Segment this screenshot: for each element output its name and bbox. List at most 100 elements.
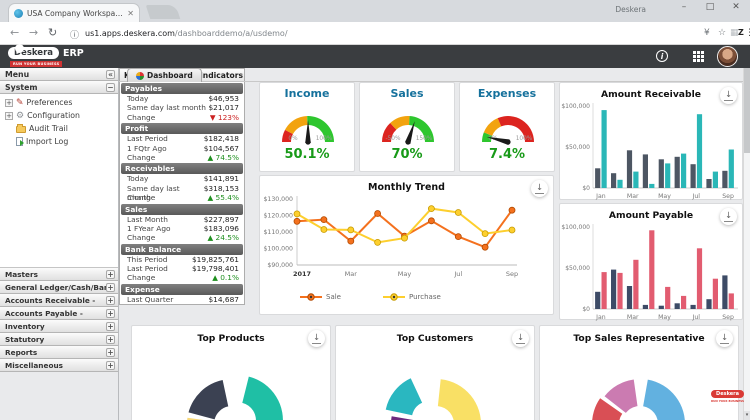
download-icon[interactable]: ↓ [531, 180, 548, 197]
help-info-icon[interactable]: i [656, 50, 668, 62]
sidebar-section-inventory[interactable]: Inventory + [0, 320, 118, 333]
svg-text:150%: 150% [416, 136, 433, 142]
kpi-change-row: Change ▲ 74.5% [120, 153, 244, 162]
dashboard-tab-icon [136, 71, 144, 80]
svg-text:$100,000: $100,000 [561, 103, 590, 110]
deskera-logo: Deskera ERP [8, 44, 84, 59]
content-scrollbar: ▾ [743, 68, 750, 420]
kpi-label: Change [127, 193, 156, 203]
download-icon[interactable]: ↓ [716, 330, 733, 347]
amount-receivable-card: Amount Receivable ↓ $0 $50,000 $100,000 Jan… [559, 82, 743, 200]
kpi-change-value: ▲ 0.1% [212, 273, 239, 283]
download-icon[interactable]: ↓ [512, 330, 529, 347]
sidebar-item-preferences[interactable]: + ✎ Preferences [0, 96, 118, 109]
user-avatar[interactable] [717, 46, 738, 67]
svg-text:May: May [658, 193, 671, 200]
sidebar-item-import-log[interactable]: Import Log [0, 135, 118, 148]
sidebar-section-statutory[interactable]: Statutory + [0, 333, 118, 346]
download-icon[interactable]: ↓ [720, 208, 737, 225]
svg-text:May: May [658, 314, 671, 321]
forward-icon[interactable]: → [29, 26, 39, 39]
kpi-change-value: ▼ 123% [209, 112, 239, 122]
window-minimize-button[interactable]: – [681, 2, 687, 12]
kpi-value: $19,825,761 [191, 254, 239, 264]
expand-icon[interactable]: + [106, 270, 115, 279]
browser-menu-icon[interactable]: ⋮ [745, 28, 750, 38]
download-icon[interactable]: ↓ [308, 330, 325, 347]
reload-icon[interactable]: ↻ [48, 26, 58, 39]
svg-text:0%: 0% [288, 136, 298, 142]
kpi-change-value: ▲ 55.4% [207, 193, 239, 203]
app-grid-icon[interactable] [693, 51, 696, 54]
amount-payable-title: Amount Payable [608, 210, 694, 221]
kpi-change-row: Change ▲ 0.1% [120, 273, 244, 282]
expand-icon[interactable]: + [106, 283, 115, 292]
income-gauge-value: 50.1% [284, 147, 330, 162]
svg-text:2017: 2017 [293, 270, 311, 278]
legend-item-sale[interactable]: Sale [300, 293, 341, 301]
expand-icon[interactable]: + [106, 335, 115, 344]
kpi-value: $182,418 [203, 134, 239, 144]
sidebar-section-miscellaneous[interactable]: Miscellaneous + [0, 359, 118, 372]
top-products-card: Top Products ↓ [131, 325, 331, 420]
tab-dashboard[interactable]: Dashboard [127, 68, 202, 82]
bookmark-star-icon[interactable]: ☆ [718, 28, 727, 38]
translate-icon[interactable]: ¥ [704, 28, 710, 38]
kpi-group-header: Profit [121, 123, 243, 135]
window-maximize-button[interactable]: □ [705, 2, 715, 12]
window-close-button[interactable]: ✕ [732, 2, 740, 12]
kpi-row: Same day last month $318,153 [120, 184, 244, 203]
kpi-value: $227,897 [203, 214, 239, 224]
main-content: Dashboard Key Performance Indicators Pay… [119, 68, 750, 420]
sidebar-section-accounts-payable-purchases[interactable]: Accounts Payable - Purchases+ [0, 307, 118, 331]
top-sales-representative-title: Top Sales Representative [573, 333, 705, 344]
kpi-change-row: Change ▲ 55.4% [120, 193, 244, 202]
deskera-cloud-logo: Deskera [8, 44, 59, 59]
browser-tab[interactable]: USA Company Workspace ✕ [8, 3, 140, 22]
site-info-icon[interactable]: ⓘ [70, 31, 80, 41]
system-collapse-button[interactable]: − [106, 83, 115, 92]
sidebar-section-masters[interactable]: Masters + [0, 268, 118, 281]
sidebar-section-general-ledger-cash-bank[interactable]: General Ledger/Cash/Bank + [0, 281, 118, 294]
sidebar-item-audit-trail[interactable]: Audit Trail [0, 122, 118, 135]
kpi-change-value: ▲ 24.5% [207, 233, 239, 243]
monthly-trend-chart: $90,000 $100,000 $110,000 $120,000 $130,000 2… [263, 196, 518, 278]
zoom-extension-icon[interactable]: Z [738, 28, 744, 37]
sidebar-collapse-button[interactable]: « [106, 70, 115, 79]
expand-icon[interactable]: + [106, 348, 115, 357]
svg-text:100%: 100% [516, 136, 533, 142]
svg-text:Jan: Jan [595, 314, 606, 321]
kpi-value: $183,096 [203, 223, 239, 233]
extension-icon[interactable]: ▦ [730, 28, 739, 38]
expand-icon[interactable]: + [5, 98, 13, 107]
expand-icon[interactable]: + [106, 309, 115, 318]
tab-close-icon[interactable]: ✕ [127, 8, 134, 18]
svg-text:Mar: Mar [627, 193, 639, 200]
url-field[interactable]: us1.apps.deskera.com/dashboarddemo/a/usd… [85, 29, 288, 38]
svg-text:$0: $0 [582, 185, 590, 192]
workspace-tabbar: Dashboard [119, 68, 743, 82]
kpi-label: Last Period [127, 134, 168, 144]
expand-icon[interactable]: + [106, 322, 115, 331]
back-icon[interactable]: ← [10, 26, 20, 39]
expand-icon[interactable]: + [5, 111, 13, 120]
expand-icon[interactable]: + [106, 296, 115, 305]
new-tab-button[interactable] [145, 5, 181, 19]
expenses-gauge: 0%100% [482, 115, 534, 145]
sidebar-section-system[interactable]: System − [0, 81, 118, 94]
sidebar-section-reports[interactable]: Reports + [0, 346, 118, 359]
scrollbar-down-button[interactable]: ▾ [744, 411, 750, 420]
download-icon[interactable]: ↓ [720, 87, 737, 104]
kpi-value: $14,687 [208, 294, 239, 304]
kpi-label: Last Month [127, 214, 168, 224]
scrollbar-thumb[interactable] [744, 68, 750, 153]
sidebar-section-accounts-receivable-sales[interactable]: Accounts Receivable - Sales+ [0, 294, 118, 318]
sidebar-item-configuration[interactable]: + ⚙ Configuration [0, 109, 118, 122]
kpi-label: Change [127, 112, 156, 122]
deskera-watermark: Deskera RUN YOUR BUSINESS [711, 390, 745, 403]
expenses-gauge-title: Expenses [477, 87, 537, 100]
legend-item-purchase[interactable]: Purchase [382, 293, 441, 301]
expand-icon[interactable]: + [106, 361, 115, 370]
svg-text:$100,000: $100,000 [263, 246, 293, 253]
